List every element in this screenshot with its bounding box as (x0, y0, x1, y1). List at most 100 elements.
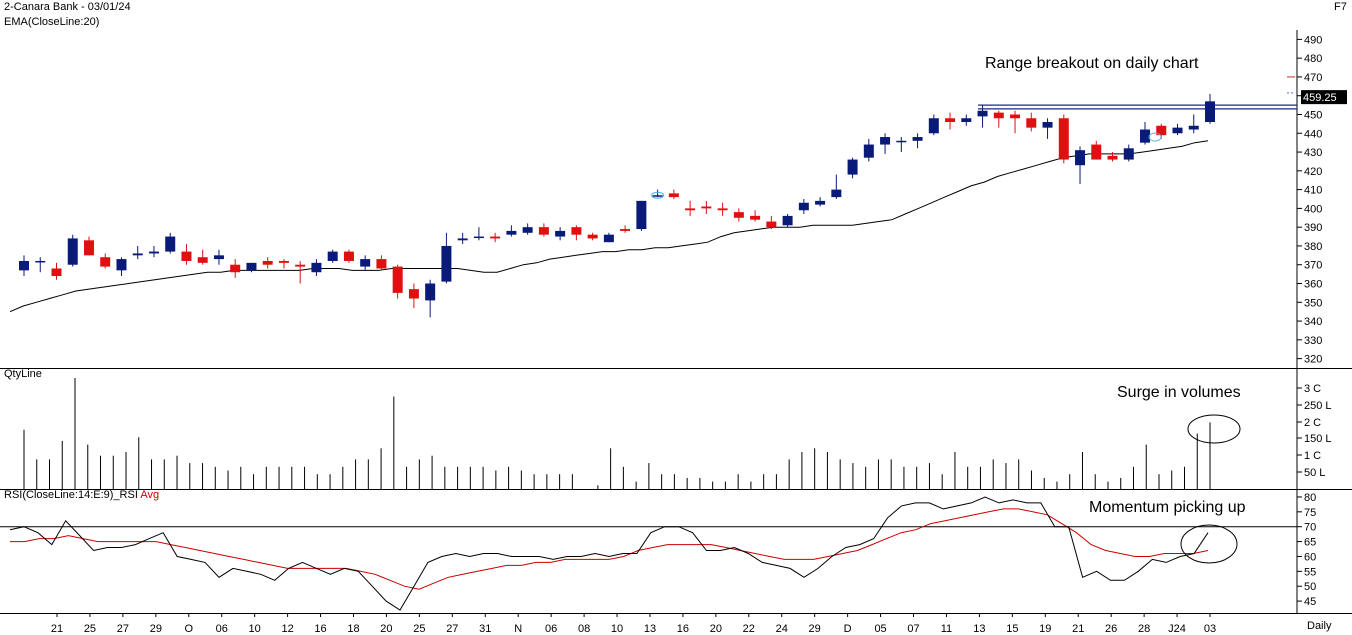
candle (1156, 125, 1167, 136)
candle (701, 206, 712, 209)
candle (847, 159, 858, 175)
candle (1026, 118, 1037, 128)
candle (1075, 150, 1086, 166)
x-tick-label: 29 (150, 623, 162, 635)
y-tick-label: 490 (1304, 34, 1322, 46)
y-tick-label: 390 (1304, 222, 1322, 234)
x-tick-label: 03 (1204, 623, 1216, 635)
y-tick-label: 470 (1304, 72, 1322, 84)
y-tick-label: 440 (1304, 128, 1322, 140)
x-tick-label: D (844, 623, 852, 635)
rsi-annotation: Momentum picking up (1089, 499, 1246, 516)
candle (376, 259, 387, 269)
x-tick-label: 27 (446, 623, 458, 635)
candle (522, 227, 533, 233)
candle (213, 255, 224, 260)
candle (1140, 129, 1151, 143)
candle (782, 215, 793, 226)
x-tick-label: 15 (1006, 623, 1018, 635)
candle (603, 234, 614, 243)
candle (473, 236, 484, 239)
candle (831, 189, 842, 198)
candle (490, 236, 501, 239)
candle (538, 227, 549, 235)
candle (1010, 114, 1021, 119)
x-tick-label: 08 (578, 623, 590, 635)
candle (132, 253, 143, 256)
y-tick-label: 480 (1304, 53, 1322, 65)
x-tick-label: J24 (1168, 623, 1186, 635)
candle (685, 208, 696, 211)
y-tick-label: 450 (1304, 110, 1322, 122)
y-tick-label: 370 (1304, 260, 1322, 272)
x-tick-label: 06 (545, 623, 557, 635)
candle (51, 268, 62, 276)
candle (19, 260, 29, 271)
candle (35, 260, 46, 263)
last-price-tag-bg (1301, 90, 1347, 105)
candle (148, 251, 159, 254)
rsi-y-tick-label: 45 (1304, 596, 1316, 608)
candle (1172, 127, 1183, 134)
y-tick-label: 330 (1304, 335, 1322, 347)
candle (441, 245, 452, 282)
candle (343, 251, 354, 261)
x-tick-label: 10 (611, 623, 623, 635)
candle (392, 266, 403, 293)
candle (457, 238, 468, 241)
volume-y-tick-label: 50 L (1304, 467, 1325, 479)
candle (880, 137, 891, 145)
candle (912, 137, 923, 141)
candle (961, 118, 972, 123)
rsi-avg-label: Avg (140, 489, 160, 501)
hotkey-label: F7 (1334, 1, 1347, 13)
candle (1123, 148, 1134, 160)
candle (863, 144, 874, 158)
candle (116, 259, 127, 271)
y-tick-label: 430 (1304, 147, 1322, 159)
candle (587, 234, 598, 239)
volume-y-tick-label: 250 L (1304, 400, 1332, 412)
ema-line (9, 140, 1209, 313)
candle (620, 229, 631, 231)
candle (425, 283, 436, 301)
x-tick-label: 12 (281, 623, 293, 635)
x-tick-label: 11 (941, 623, 952, 635)
candle (668, 193, 679, 198)
x-tick-label: 18 (347, 623, 359, 635)
x-tick-label: 06 (216, 623, 228, 635)
rsi-label: RSI(CloseLine:14:E:9)_RSI (4, 489, 138, 501)
y-tick-label: 420 (1304, 166, 1322, 178)
candle (717, 208, 728, 211)
y-tick-label: 320 (1304, 354, 1322, 366)
candle (815, 200, 826, 205)
candle (766, 221, 777, 228)
x-tick-label: 27 (117, 623, 129, 635)
x-tick-label: 21 (51, 623, 63, 635)
x-tick-label: 31 (479, 623, 491, 635)
candle (1058, 118, 1069, 160)
candle (295, 264, 306, 267)
volume-y-tick-label: 3 C (1304, 383, 1321, 395)
x-tick-label: 20 (710, 623, 722, 635)
candle (928, 118, 939, 134)
candle (1107, 155, 1118, 160)
x-tick-label: 20 (380, 623, 392, 635)
x-tick-label: 29 (809, 623, 821, 635)
highlight-circle (1148, 132, 1162, 142)
x-tick-label: 22 (743, 623, 755, 635)
candle (311, 262, 322, 273)
rsi-y-tick-label: 55 (1304, 566, 1316, 578)
candle (1091, 144, 1102, 160)
rsi-y-tick-label: 70 (1304, 522, 1316, 534)
x-tick-label: O (184, 623, 193, 635)
x-tick-label: 16 (677, 623, 689, 635)
x-tick-label: 28 (1138, 623, 1150, 635)
candle (83, 240, 94, 256)
last-price-tag: 459.25 (1303, 92, 1337, 104)
x-tick-label: 24 (776, 623, 788, 635)
x-tick-label: 25 (84, 623, 96, 635)
candle (798, 202, 809, 211)
x-tick-label: 26 (1105, 623, 1117, 635)
